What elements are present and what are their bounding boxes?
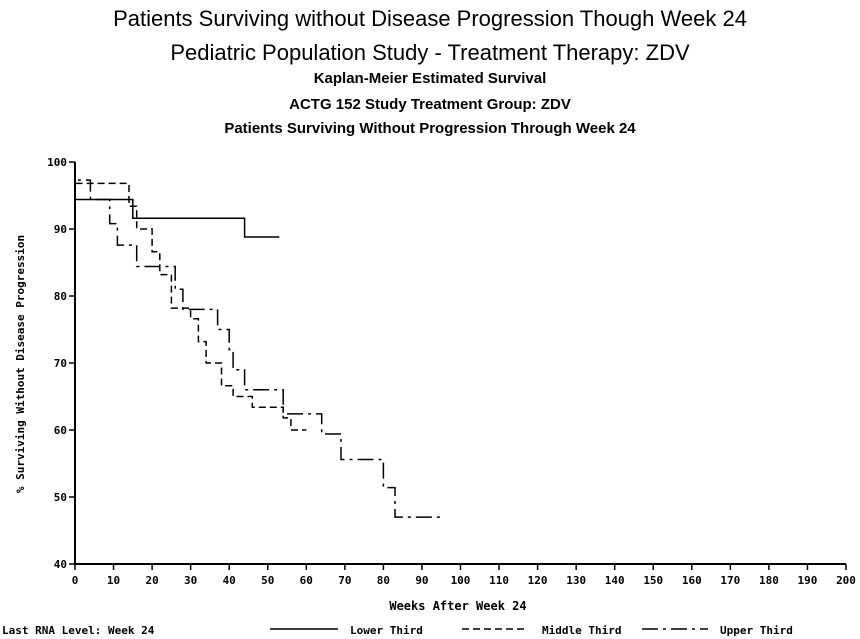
x-tick-label: 180 (759, 574, 779, 587)
series-line-2 (74, 162, 442, 518)
legend-label-1: Middle Third (542, 624, 621, 637)
page-subtitle: Pediatric Population Study - Treatment T… (170, 40, 690, 65)
x-tick-label: 20 (145, 574, 158, 587)
x-tick-label: 160 (682, 574, 702, 587)
x-tick-label: 110 (489, 574, 509, 587)
y-tick-label: 80 (54, 290, 67, 303)
y-tick-label: 100 (47, 156, 67, 169)
legend: Lower Third Middle Third Upper Third (270, 624, 793, 637)
x-tick-label: 40 (223, 574, 236, 587)
x-tick-label: 120 (528, 574, 548, 587)
y-tick-label: 90 (54, 223, 67, 236)
y-axis-label: % Surviving Without Disease Progression (14, 235, 27, 493)
legend-title: Last RNA Level: Week 24 (2, 624, 155, 637)
page-title: Patients Surviving without Disease Progr… (113, 6, 747, 31)
x-tick-label: 130 (566, 574, 586, 587)
y-tick-label: 40 (54, 558, 67, 571)
y-tick-label: 60 (54, 424, 67, 437)
x-tick-label: 10 (107, 574, 120, 587)
x-tick-label: 30 (184, 574, 197, 587)
chart-axes: 40 50 60 70 80 90 100 0 10 20 30 40 50 60 70 80 90 100 110… (47, 156, 856, 587)
chart-title-3: Patients Surviving Without Progression T… (224, 120, 636, 137)
x-tick-label: 70 (338, 574, 351, 587)
x-tick-label: 90 (415, 574, 428, 587)
series-line-0 (74, 162, 280, 238)
x-tick-label: 80 (377, 574, 390, 587)
series-line-1 (74, 162, 307, 431)
chart-title-1: Kaplan-Meier Estimated Survival (313, 70, 547, 87)
legend-label-0: Lower Third (350, 624, 423, 637)
x-tick-label: 140 (605, 574, 625, 587)
x-tick-label: 0 (72, 574, 79, 587)
x-tick-label: 150 (643, 574, 663, 587)
x-tick-label: 50 (261, 574, 274, 587)
y-tick-label: 70 (54, 357, 67, 370)
x-tick-label: 170 (720, 574, 740, 587)
y-tick-label: 50 (54, 491, 67, 504)
x-tick-label: 200 (836, 574, 856, 587)
legend-label-2: Upper Third (720, 624, 793, 637)
chart-title-2: ACTG 152 Study Treatment Group: ZDV (289, 96, 571, 113)
x-tick-label: 100 (451, 574, 471, 587)
x-tick-label: 190 (798, 574, 818, 587)
x-axis-label: Weeks After Week 24 (389, 599, 526, 613)
chart-series (74, 162, 442, 518)
x-tick-label: 60 (300, 574, 313, 587)
